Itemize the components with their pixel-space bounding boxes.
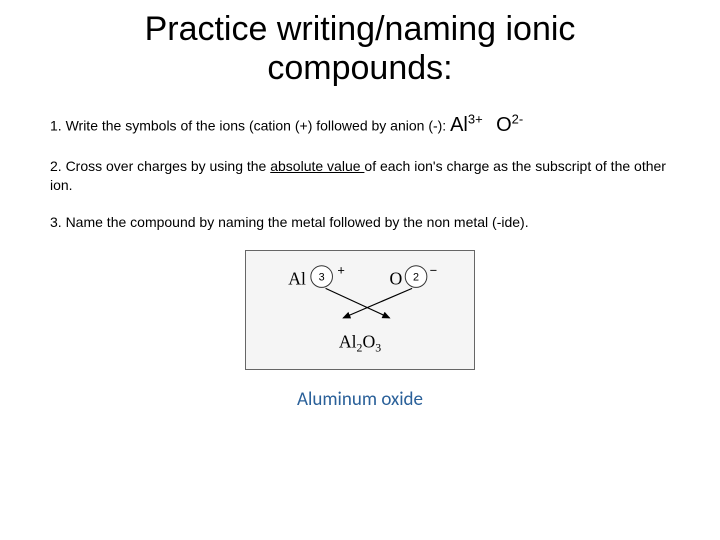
ion-anion-sup: 2- (512, 111, 524, 126)
diag-formula-el2: O (362, 331, 375, 351)
diag-left-charge: 3 (319, 271, 325, 283)
diag-formula: Al2O3 (339, 331, 381, 354)
step-2-prefix: 2. Cross over charges by using the (50, 158, 270, 174)
diag-cross-line-2 (343, 288, 412, 318)
crossover-diagram: Al 3 + O 2 − Al2O3 (245, 250, 475, 370)
diag-formula-sub2: 3 (375, 340, 381, 354)
step-2-underlined: absolute value (270, 158, 364, 174)
diag-formula-el1: Al (339, 331, 357, 351)
ion-cation-base: Al (450, 114, 468, 136)
diag-left-element: Al (288, 268, 306, 288)
compound-name-answer: Aluminum oxide (50, 388, 670, 411)
diag-left-sign: + (337, 262, 344, 277)
slide-title: Practice writing/naming ionic compounds: (50, 10, 670, 88)
step-3: 3. Name the compound by naming the metal… (50, 213, 670, 232)
step-1: 1. Write the symbols of the ions (cation… (50, 110, 670, 139)
diag-right-sign: − (430, 262, 437, 277)
diag-cross-line-1 (326, 288, 390, 318)
step-2: 2. Cross over charges by using the absol… (50, 157, 670, 195)
diag-right-charge: 2 (413, 271, 419, 283)
ion-anion: O2- (496, 114, 523, 136)
slide-content: Practice writing/naming ionic compounds:… (0, 0, 720, 431)
ion-cation-sup: 3+ (468, 111, 483, 126)
ion-anion-base: O (496, 114, 512, 136)
step-1-text: 1. Write the symbols of the ions (cation… (50, 118, 450, 134)
ion-cation: Al3+ (450, 114, 483, 136)
ion-spacer (487, 114, 493, 136)
diagram-svg: Al 3 + O 2 − Al2O3 (246, 251, 474, 369)
diag-right-element: O (390, 268, 403, 288)
